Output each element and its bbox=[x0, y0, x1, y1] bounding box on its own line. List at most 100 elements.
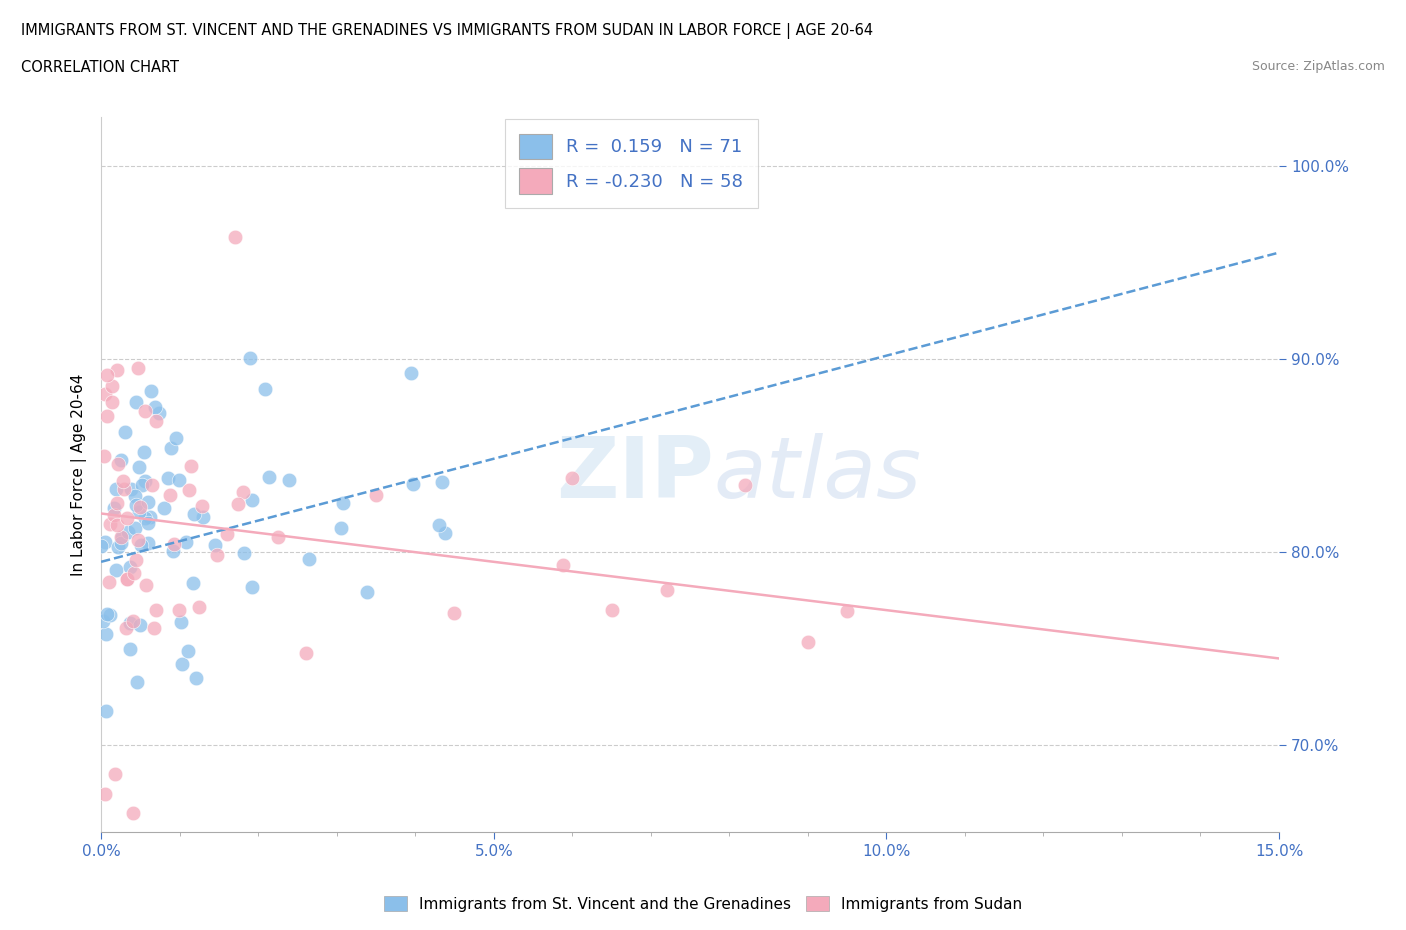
Point bbox=[143, 620, 166, 635]
Point bbox=[128, 499, 150, 514]
Point bbox=[91, 613, 114, 628]
Point bbox=[135, 578, 157, 592]
Point bbox=[105, 496, 128, 511]
Point bbox=[734, 478, 756, 493]
Point bbox=[120, 482, 142, 497]
Text: ZIP: ZIP bbox=[555, 433, 714, 516]
Text: CORRELATION CHART: CORRELATION CHART bbox=[21, 60, 179, 75]
Point bbox=[177, 482, 200, 497]
Point bbox=[94, 627, 117, 642]
Point bbox=[115, 511, 138, 525]
Point bbox=[551, 557, 574, 572]
Point bbox=[295, 645, 318, 660]
Point bbox=[110, 452, 132, 467]
Point bbox=[114, 424, 136, 439]
Point bbox=[128, 459, 150, 474]
Point bbox=[224, 230, 246, 245]
Point bbox=[124, 521, 146, 536]
Point bbox=[111, 473, 134, 488]
Point bbox=[118, 642, 141, 657]
Point bbox=[259, 469, 281, 484]
Point bbox=[429, 517, 451, 532]
Point bbox=[112, 482, 135, 497]
Point bbox=[101, 379, 124, 393]
Point bbox=[145, 414, 167, 429]
Point bbox=[103, 500, 125, 515]
Point bbox=[561, 471, 583, 485]
Point bbox=[143, 400, 166, 415]
Point bbox=[148, 405, 170, 420]
Point bbox=[110, 536, 132, 551]
Point bbox=[111, 530, 134, 545]
Point bbox=[226, 497, 249, 512]
Point bbox=[239, 351, 262, 365]
Point bbox=[356, 585, 378, 600]
Point bbox=[181, 576, 204, 591]
Point bbox=[167, 472, 190, 487]
Point bbox=[139, 384, 162, 399]
Point bbox=[364, 487, 387, 502]
Point bbox=[136, 535, 159, 550]
Point bbox=[655, 582, 678, 597]
Point bbox=[170, 615, 193, 630]
Point bbox=[432, 475, 454, 490]
Point bbox=[165, 431, 187, 445]
Point bbox=[183, 507, 205, 522]
Point bbox=[96, 367, 118, 382]
Point bbox=[115, 571, 138, 586]
Point bbox=[103, 507, 125, 522]
Point bbox=[136, 495, 159, 510]
Y-axis label: In Labor Force | Age 20-64: In Labor Force | Age 20-64 bbox=[72, 374, 87, 576]
Point bbox=[134, 511, 156, 525]
Point bbox=[94, 703, 117, 718]
Point bbox=[207, 547, 229, 562]
Point bbox=[163, 537, 186, 551]
Point bbox=[98, 516, 121, 531]
Point bbox=[128, 504, 150, 519]
Point bbox=[191, 498, 214, 513]
Point bbox=[107, 456, 129, 471]
Point bbox=[141, 477, 163, 492]
Point bbox=[138, 510, 160, 525]
Point bbox=[101, 394, 124, 409]
Point bbox=[124, 489, 146, 504]
Point bbox=[167, 603, 190, 618]
Point bbox=[204, 538, 226, 552]
Point bbox=[266, 530, 288, 545]
Point bbox=[177, 644, 200, 658]
Point bbox=[122, 613, 145, 628]
Point bbox=[162, 544, 184, 559]
Point bbox=[98, 575, 121, 590]
Point bbox=[136, 516, 159, 531]
Point bbox=[94, 535, 117, 550]
Point bbox=[110, 529, 132, 544]
Point bbox=[105, 482, 128, 497]
Point bbox=[122, 565, 145, 580]
Point bbox=[120, 560, 142, 575]
Point bbox=[174, 535, 197, 550]
Point bbox=[90, 538, 112, 553]
Point bbox=[159, 487, 181, 502]
Point bbox=[186, 671, 208, 685]
Point bbox=[153, 500, 176, 515]
Point bbox=[233, 546, 256, 561]
Point bbox=[121, 805, 143, 820]
Point bbox=[93, 449, 115, 464]
Point bbox=[98, 607, 121, 622]
Point bbox=[180, 458, 202, 473]
Point bbox=[93, 387, 115, 402]
Point bbox=[240, 492, 263, 507]
Point bbox=[278, 472, 301, 487]
Point bbox=[120, 616, 142, 631]
Point bbox=[104, 563, 127, 578]
Point bbox=[94, 786, 117, 801]
Point bbox=[157, 471, 180, 485]
Point bbox=[134, 404, 156, 418]
Point bbox=[115, 620, 138, 635]
Point bbox=[115, 572, 138, 587]
Point bbox=[170, 657, 193, 671]
Text: IMMIGRANTS FROM ST. VINCENT AND THE GRENADINES VS IMMIGRANTS FROM SUDAN IN LABOR: IMMIGRANTS FROM ST. VINCENT AND THE GREN… bbox=[21, 23, 873, 39]
Point bbox=[443, 605, 465, 620]
Point bbox=[131, 478, 153, 493]
Point bbox=[125, 552, 148, 567]
